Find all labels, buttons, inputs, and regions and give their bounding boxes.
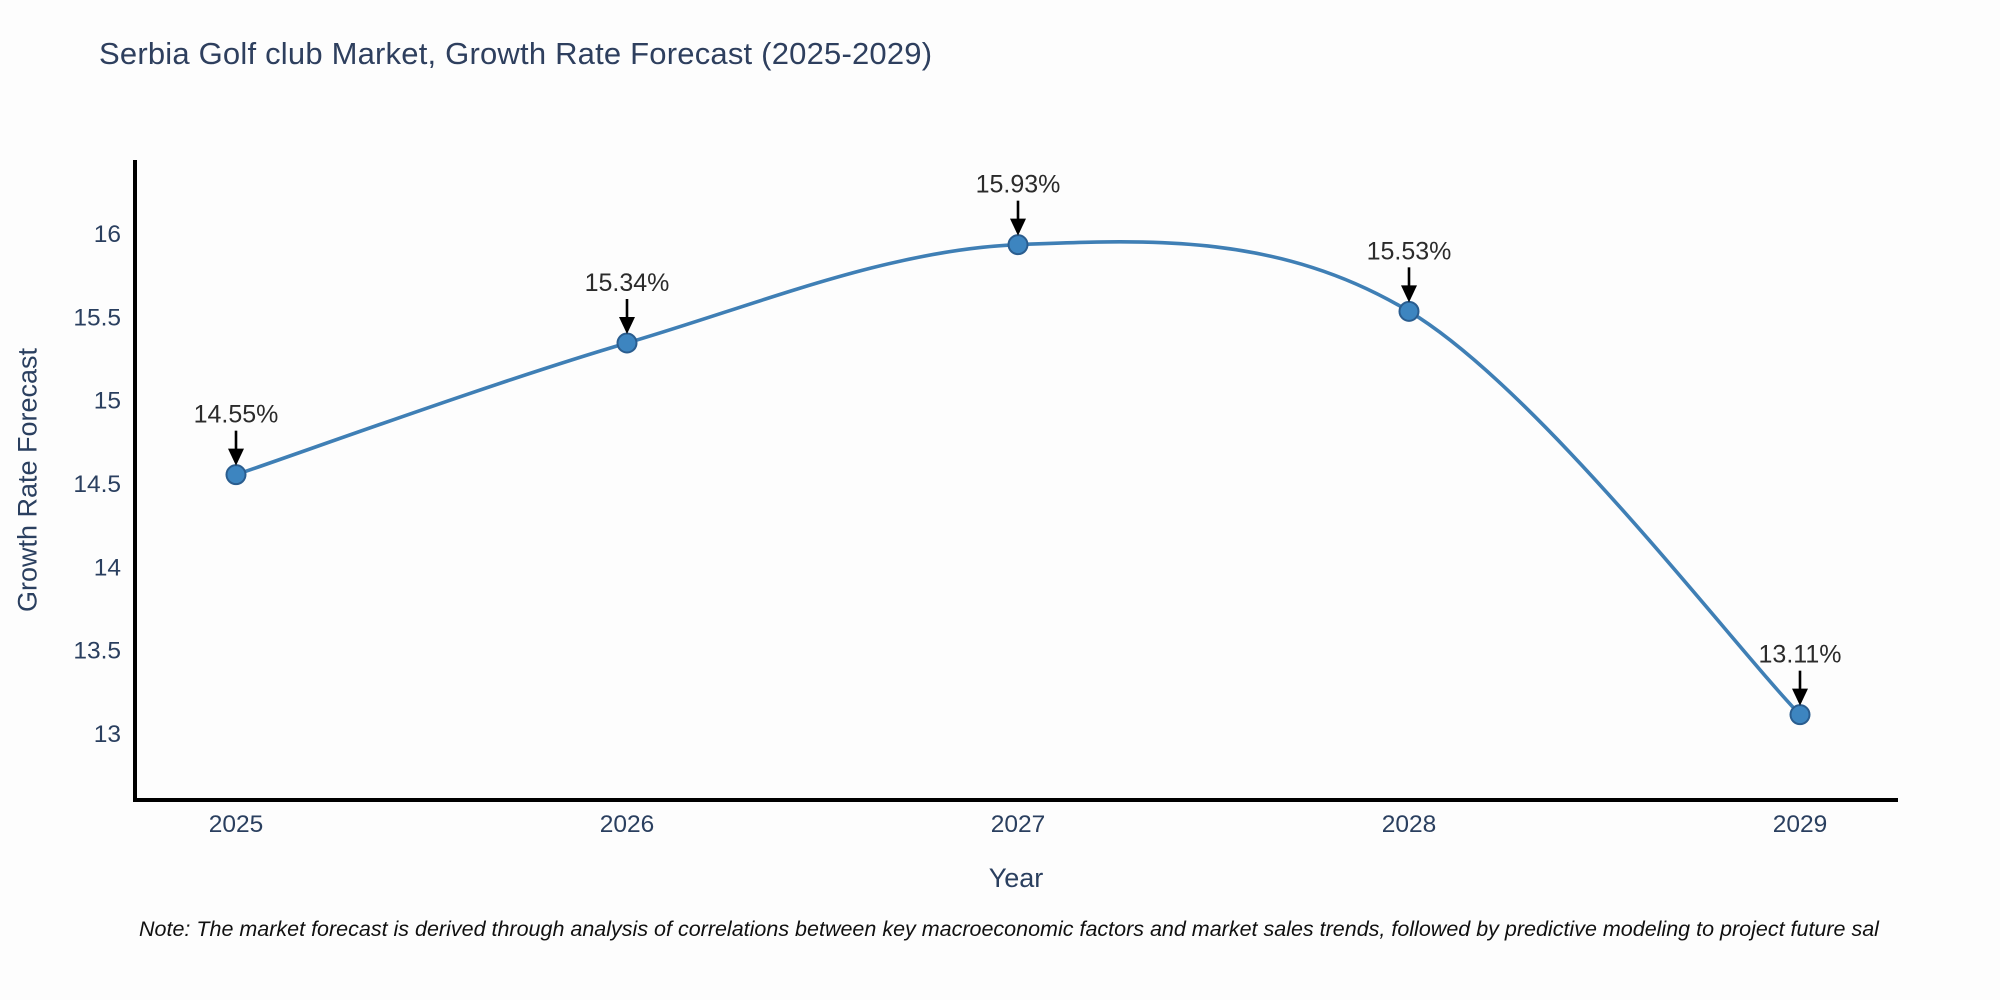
annotation-arrow-head (619, 317, 635, 334)
x-tick-label: 2027 (991, 811, 1046, 838)
annotation-arrow-head (1401, 285, 1417, 303)
data-point-marker (1007, 234, 1029, 256)
data-point-marker (616, 332, 638, 354)
y-tick-label: 14.5 (73, 471, 121, 498)
annotation-label: 15.34% (585, 269, 670, 297)
x-axis-label: Year (988, 863, 1044, 893)
y-tick-label: 15 (94, 388, 121, 415)
y-tick-label: 16 (94, 221, 121, 248)
y-tick-label: 15.5 (73, 304, 121, 331)
axis-spines (133, 160, 1898, 802)
annotation-label: 14.55% (194, 401, 279, 429)
y-tick-label: 14 (94, 554, 121, 581)
data-point-marker (225, 464, 247, 486)
footnote: Note: The market forecast is derived thr… (139, 917, 1879, 941)
x-tick-label: 2029 (1773, 811, 1828, 838)
data-point-marker (1789, 704, 1811, 726)
x-tick-label: 2026 (600, 811, 655, 838)
annotation-arrow-head (1010, 218, 1026, 236)
annotation-label: 13.11% (1759, 641, 1842, 669)
annotation-label: 15.93% (976, 171, 1061, 199)
trend-line (234, 240, 1802, 717)
annotation-arrow-head (1792, 688, 1808, 706)
annotation-arrow-head (228, 448, 244, 466)
x-tick-label: 2028 (1382, 811, 1437, 838)
y-tick-label: 13.5 (73, 638, 121, 665)
y-tick-label: 13 (94, 721, 121, 748)
x-tick-label: 2025 (209, 811, 264, 838)
data-point-marker (1398, 300, 1420, 322)
chart-title: Serbia Golf club Market, Growth Rate For… (99, 36, 933, 71)
annotation-label: 15.53% (1367, 237, 1452, 265)
